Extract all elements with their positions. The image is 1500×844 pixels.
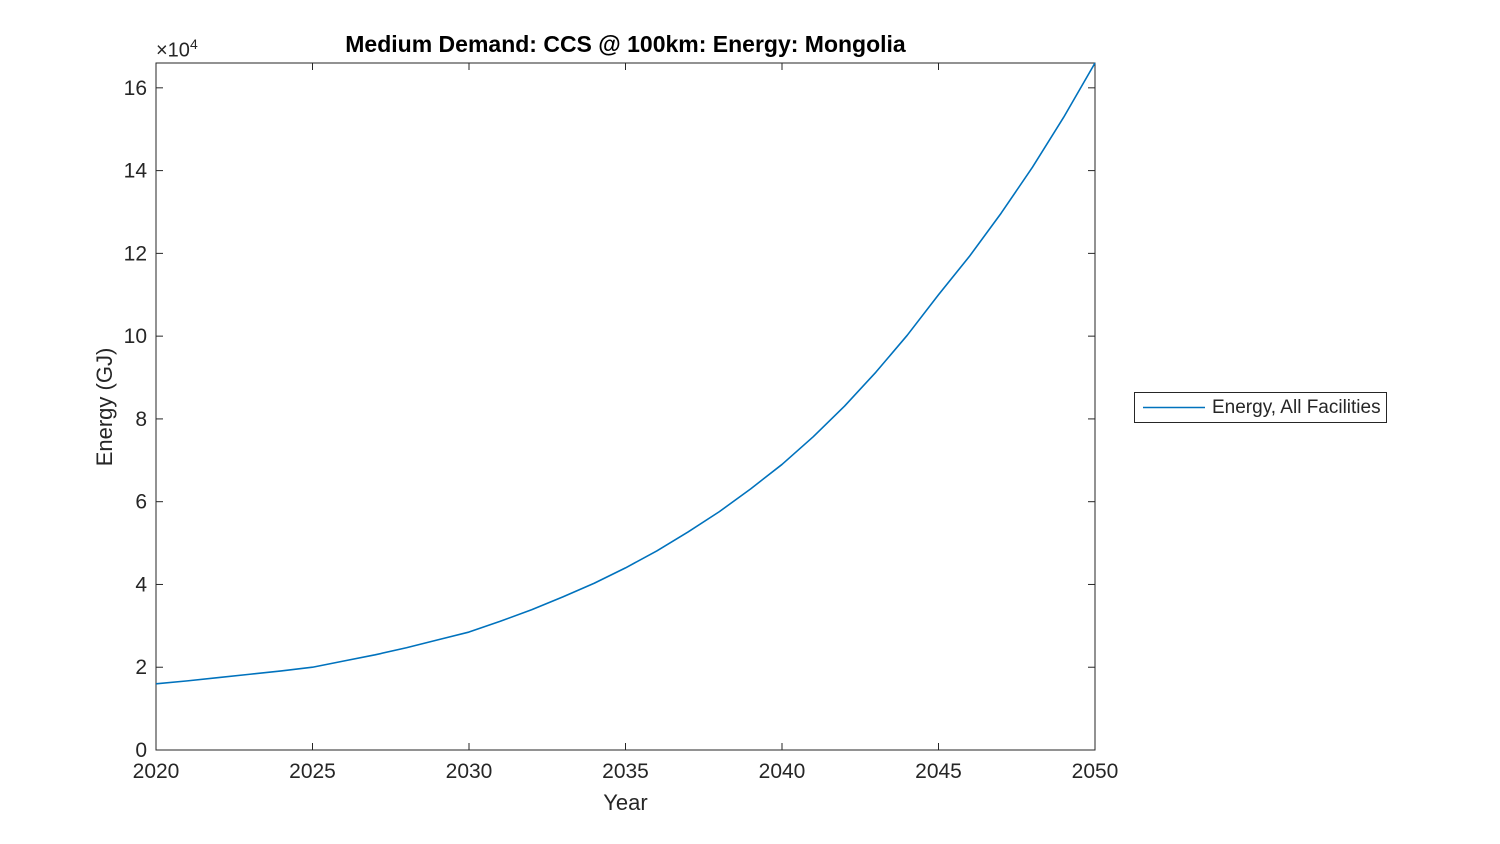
- y-tick-label: 6: [135, 491, 147, 514]
- series-line: [155, 62, 1096, 685]
- y-axis-multiplier-exponent: 4: [189, 36, 198, 52]
- chart-title: Medium Demand: CCS @ 100km: Energy: Mong…: [345, 31, 906, 57]
- y-tick-label: 14: [124, 160, 148, 183]
- x-tick-label: 2030: [446, 760, 493, 783]
- y-tick-label: 12: [124, 242, 147, 265]
- x-tick-label: 2050: [1072, 760, 1119, 783]
- y-tick-label: 0: [135, 739, 147, 762]
- y-tick-label: 2: [135, 656, 147, 679]
- x-tick-label: 2045: [915, 760, 962, 783]
- y-tick-label: 4: [135, 573, 147, 596]
- y-axis-multiplier: ×104: [156, 36, 198, 63]
- y-tick-label: 10: [124, 325, 147, 348]
- x-tick-label: 2025: [289, 760, 336, 783]
- y-tick-label: 8: [135, 408, 147, 431]
- x-tick-label: 2035: [602, 760, 649, 783]
- legend: Energy, All Facilities: [1134, 392, 1387, 423]
- axis-box: [155, 62, 1096, 751]
- x-axis-label: Year: [603, 790, 648, 815]
- x-tick-label: 2040: [759, 760, 806, 783]
- y-axis-multiplier-base: ×10: [156, 39, 190, 62]
- legend-label: Energy, All Facilities: [1212, 396, 1381, 418]
- y-tick-label: 16: [124, 77, 147, 100]
- x-tick-label: 2020: [133, 760, 180, 783]
- y-axis-label: Energy (GJ): [92, 347, 117, 467]
- legend-line-sample: [1143, 406, 1205, 409]
